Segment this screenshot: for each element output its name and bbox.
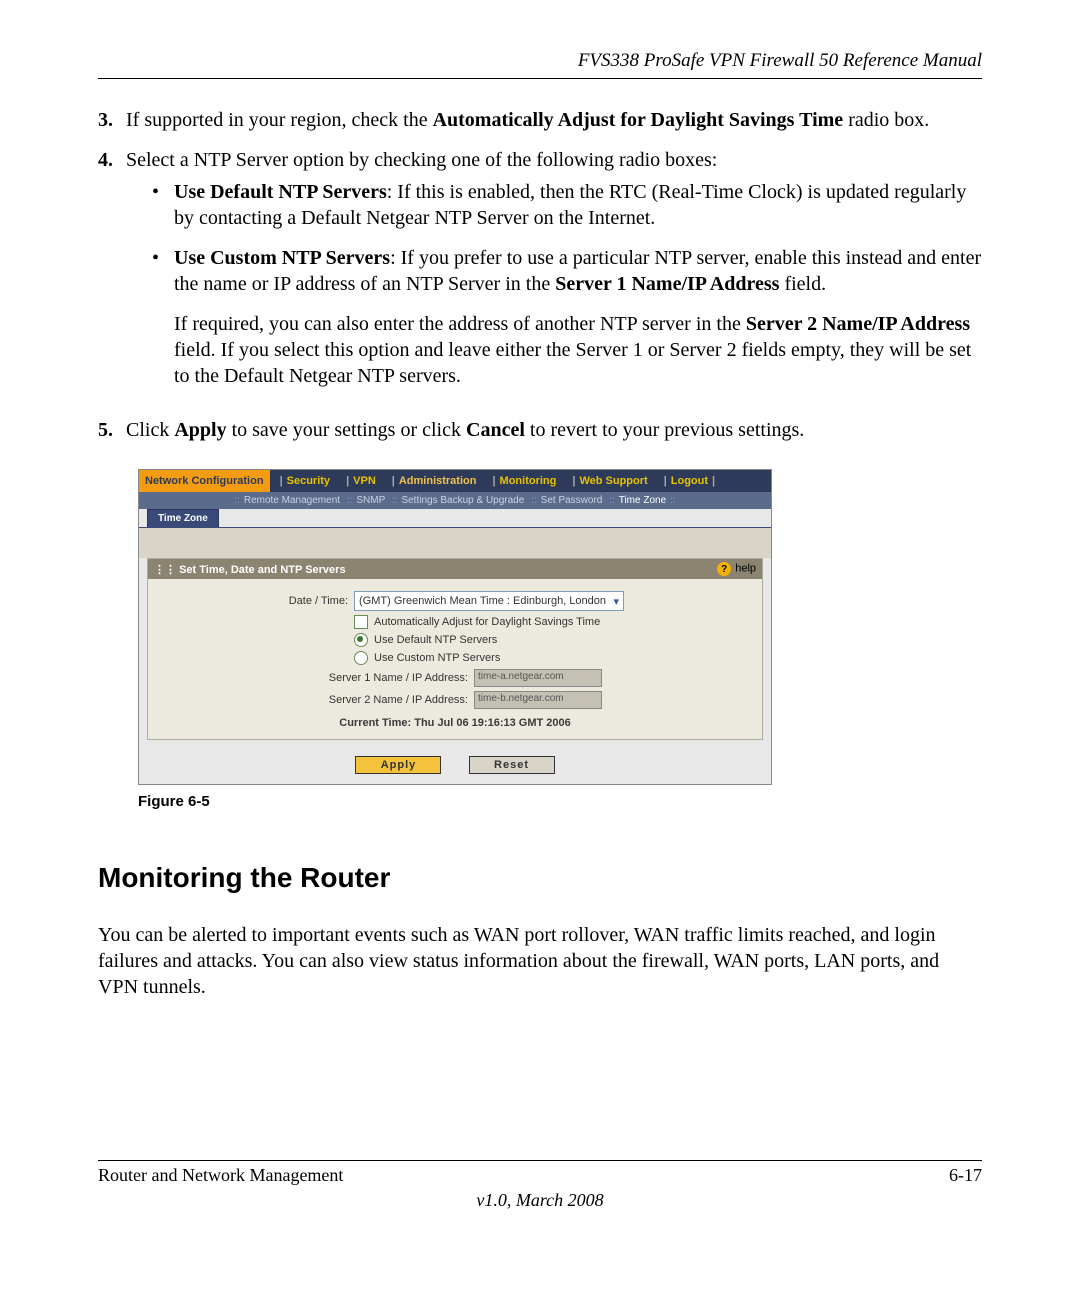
step-5-text: Click Apply to save your settings or cli… [126, 417, 982, 443]
step-5-pre: Click [126, 419, 174, 441]
step-3-number: 3. [98, 107, 126, 133]
bullet-1: Use Default NTP Servers: If this is enab… [174, 179, 982, 231]
subnav-time-zone[interactable]: Time Zone [619, 495, 666, 506]
default-ntp-label: Use Default NTP Servers [374, 634, 497, 646]
step-4-text: Select a NTP Server option by checking o… [126, 149, 717, 171]
footer-right: 6-17 [949, 1165, 982, 1186]
subnav-remote-management[interactable]: Remote Management [244, 495, 340, 506]
bullet-2-bold2: Server 1 Name/IP Address [555, 273, 779, 295]
dst-label: Automatically Adjust for Daylight Saving… [374, 616, 600, 628]
bullet-dot: • [152, 179, 174, 231]
time-panel: ⋮⋮ Set Time, Date and NTP Servers ?help … [147, 558, 763, 740]
date-time-label: Date / Time: [158, 595, 354, 607]
tab-web-support[interactable]: |Web Support [562, 470, 653, 492]
tab-administration[interactable]: |Administration [382, 470, 483, 492]
section-heading: Monitoring the Router [98, 862, 982, 894]
running-header: FVS338 ProSafe VPN Firewall 50 Reference… [98, 50, 982, 78]
bullet-dot: • [152, 245, 174, 389]
tab-security[interactable]: |Security [270, 470, 337, 492]
default-ntp-radio[interactable] [354, 633, 368, 647]
server2-label: Server 2 Name / IP Address: [158, 694, 474, 706]
custom-ntp-label: Use Custom NTP Servers [374, 652, 500, 664]
step-3-bold: Automatically Adjust for Daylight Saving… [433, 109, 844, 131]
dst-checkbox[interactable] [354, 615, 368, 629]
step-5-post: to revert to your previous settings. [525, 419, 804, 441]
tab-monitoring[interactable]: |Monitoring [482, 470, 562, 492]
chevron-down-icon: ▾ [613, 595, 619, 608]
subnav-snmp[interactable]: SNMP [356, 495, 385, 506]
step-5-cancel: Cancel [466, 419, 525, 441]
bullet-2-end: field. [779, 273, 826, 295]
timezone-select[interactable]: (GMT) Greenwich Mean Time : Edinburgh, L… [354, 591, 624, 611]
tab-network-configuration[interactable]: Network Configuration [139, 470, 270, 492]
step-5-number: 5. [98, 417, 126, 443]
subtab-time-zone[interactable]: Time Zone [147, 509, 219, 527]
figure-6-5: Network Configuration |Security |VPN |Ad… [138, 469, 982, 785]
tab-vpn[interactable]: |VPN [336, 470, 382, 492]
section-paragraph: You can be alerted to important events s… [98, 922, 982, 1000]
step-3-text: If supported in your region, check the A… [126, 107, 982, 133]
tab-logout[interactable]: |Logout| [654, 470, 725, 492]
reset-button[interactable]: Reset [469, 756, 555, 774]
subnav-set-password[interactable]: Set Password [541, 495, 603, 506]
step-3-post: radio box. [843, 109, 929, 131]
step-4-number: 4. [98, 147, 126, 403]
step-5-mid: to save your settings or click [227, 419, 466, 441]
subnav-settings-backup[interactable]: Settings Backup & Upgrade [401, 495, 524, 506]
secondary-nav: ::Remote Management ::SNMP ::Settings Ba… [139, 492, 771, 509]
bullet-1-bold: Use Default NTP Servers [174, 181, 387, 203]
help-link[interactable]: ?help [717, 562, 756, 576]
bullet-2-p2-bold: Server 2 Name/IP Address [746, 313, 970, 335]
timezone-select-value: (GMT) Greenwich Mean Time : Edinburgh, L… [359, 595, 606, 607]
current-time: Current Time: Thu Jul 06 19:16:13 GMT 20… [158, 717, 752, 729]
panel-title: ⋮⋮ Set Time, Date and NTP Servers [154, 563, 346, 576]
server1-input[interactable]: time-a.netgear.com [474, 669, 602, 687]
footer-left: Router and Network Management [98, 1165, 343, 1186]
bullet-2-p2-rest: field. If you select this option and lea… [174, 339, 971, 387]
bullet-2-bold: Use Custom NTP Servers [174, 247, 390, 269]
bullet-2: Use Custom NTP Servers: If you prefer to… [174, 245, 982, 389]
bullet-2-p2-pre: If required, you can also enter the addr… [174, 313, 746, 335]
apply-button[interactable]: Apply [355, 756, 441, 774]
step-3-pre: If supported in your region, check the [126, 109, 433, 131]
primary-nav: Network Configuration |Security |VPN |Ad… [139, 470, 771, 492]
server2-input[interactable]: time-b.netgear.com [474, 691, 602, 709]
figure-caption: Figure 6-5 [138, 793, 982, 810]
footer-center: v1.0, March 2008 [98, 1190, 982, 1211]
step-5-apply: Apply [174, 419, 226, 441]
custom-ntp-radio[interactable] [354, 651, 368, 665]
header-rule [98, 78, 982, 79]
router-ui: Network Configuration |Security |VPN |Ad… [138, 469, 772, 785]
server1-label: Server 1 Name / IP Address: [158, 672, 474, 684]
